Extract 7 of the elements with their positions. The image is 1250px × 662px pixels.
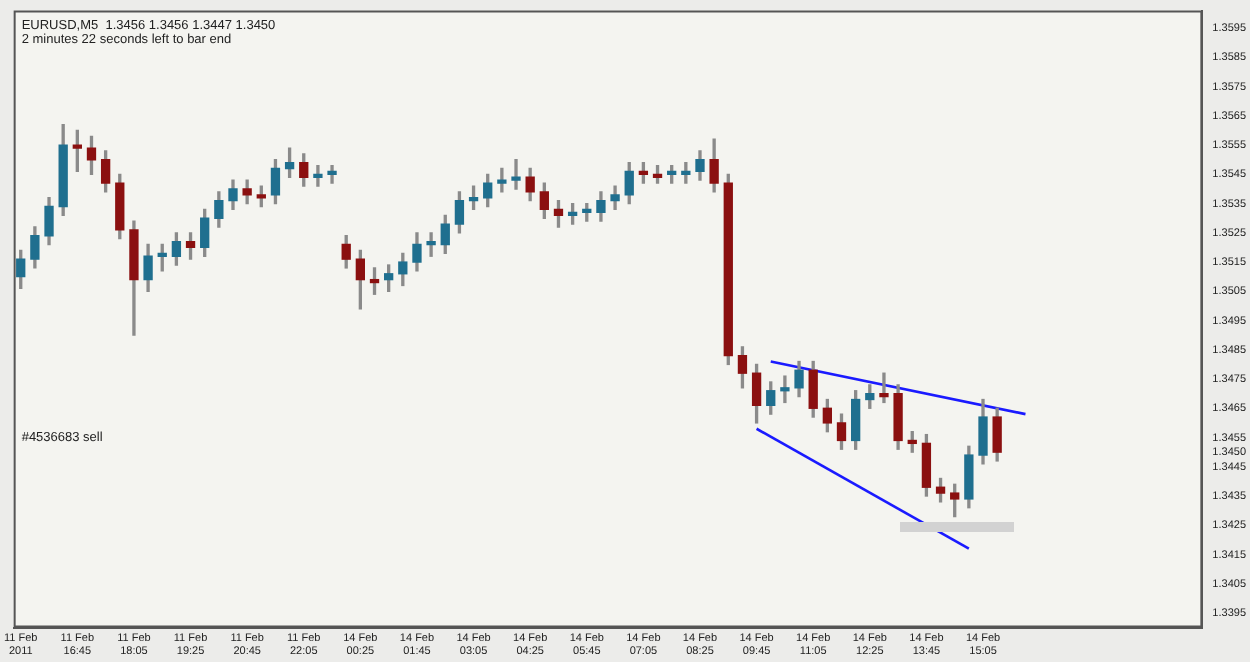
candlestick — [879, 372, 889, 404]
candlestick — [511, 159, 521, 190]
candlestick — [426, 232, 436, 257]
candlestick — [497, 167, 507, 193]
candlestick — [313, 164, 323, 187]
candlestick — [327, 164, 337, 184]
candlestick — [780, 375, 790, 404]
